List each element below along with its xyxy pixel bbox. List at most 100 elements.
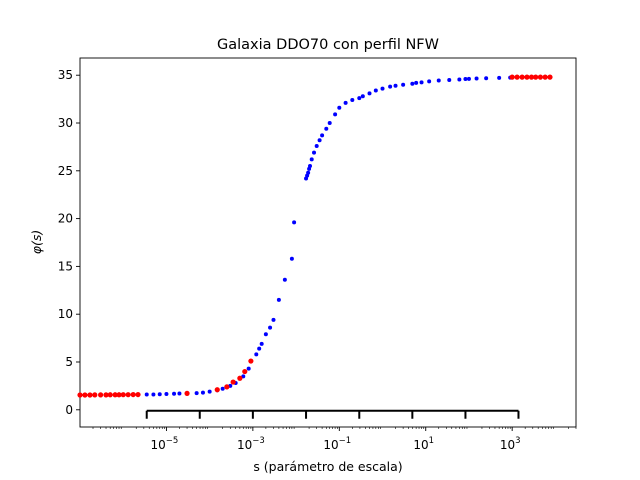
series-blue [144, 75, 513, 397]
data-point [259, 341, 264, 346]
x-axis: 10−5 10−3 10−1 101 103 [92, 427, 577, 452]
y-tick-label: 35 [58, 68, 73, 82]
data-point [103, 392, 109, 398]
data-point [230, 379, 236, 385]
data-point [542, 74, 548, 80]
data-point [214, 387, 220, 393]
data-point [457, 77, 462, 82]
y-tick-label: 5 [65, 355, 73, 369]
data-point [289, 256, 294, 261]
data-point [125, 392, 131, 398]
data-point [436, 78, 441, 83]
data-point [151, 392, 156, 397]
data-point [410, 81, 415, 86]
data-point [246, 366, 251, 371]
data-point [177, 391, 182, 396]
data-point [367, 91, 372, 96]
data-point [157, 392, 162, 397]
data-point [509, 74, 515, 80]
data-point [87, 392, 93, 398]
data-point [497, 75, 502, 80]
data-point [306, 170, 311, 175]
data-point [144, 392, 149, 397]
data-point [463, 77, 468, 82]
y-axis-label: φ(s) [29, 230, 44, 255]
data-point [320, 133, 325, 138]
data-point [263, 332, 268, 337]
data-point [207, 389, 212, 394]
data-point [254, 352, 259, 357]
data-point [194, 391, 199, 396]
data-point [184, 390, 190, 396]
data-point [257, 346, 262, 351]
data-point [401, 82, 406, 87]
data-point [130, 391, 136, 398]
data-point [380, 86, 385, 91]
data-point [268, 325, 273, 330]
data-point [519, 74, 525, 80]
data-point [547, 74, 553, 80]
data-point [419, 80, 424, 85]
data-point [224, 384, 230, 390]
data-point [414, 80, 419, 85]
data-point [309, 157, 314, 162]
x-tick-label: 10−1 [323, 436, 351, 452]
y-tick-label: 10 [58, 307, 73, 321]
data-point [427, 79, 432, 84]
data-point [312, 150, 317, 155]
data-point [98, 392, 104, 398]
data-point [77, 392, 83, 398]
data-point [360, 94, 365, 99]
data-point [282, 277, 287, 282]
series-red [77, 74, 553, 398]
data-point [120, 392, 126, 398]
data-point [337, 105, 342, 110]
x-tick-label: 10−5 [151, 436, 179, 452]
data-point [343, 100, 348, 105]
data-point [533, 74, 539, 80]
data-point [237, 375, 243, 381]
y-axis: 0 5 10 15 20 25 30 35 [58, 68, 80, 417]
data-point [172, 391, 177, 396]
data-point [242, 368, 248, 375]
x-tick-label: 10−3 [237, 436, 265, 452]
data-point [200, 390, 205, 395]
data-point [112, 392, 118, 398]
data-point [333, 112, 338, 117]
data-point [292, 220, 297, 225]
data-point [327, 121, 332, 126]
y-tick-label: 15 [58, 259, 73, 273]
data-point [524, 74, 530, 80]
x-tick-label: 103 [500, 436, 521, 452]
data-point [220, 386, 225, 391]
data-point [537, 74, 543, 80]
y-tick-label: 20 [58, 212, 73, 226]
data-point [393, 83, 398, 88]
data-point [308, 164, 313, 169]
data-point [357, 96, 362, 101]
data-point [447, 77, 452, 82]
plot-area [77, 57, 577, 428]
data-point [116, 392, 122, 398]
data-point [474, 76, 479, 81]
data-point [248, 358, 254, 364]
data-point [135, 391, 141, 398]
data-point [92, 392, 98, 398]
data-point [107, 392, 113, 398]
data-point [466, 76, 471, 81]
data-point [271, 317, 276, 322]
data-point [324, 126, 329, 131]
data-point [314, 143, 319, 148]
data-point [276, 297, 281, 302]
bracket [145, 409, 520, 419]
data-point [484, 76, 489, 81]
data-point [528, 74, 535, 80]
data-point [164, 392, 169, 397]
x-tick-label: 101 [413, 436, 434, 452]
y-tick-label: 0 [65, 403, 73, 417]
data-point [388, 84, 393, 89]
data-point [82, 392, 88, 398]
y-tick-label: 30 [58, 116, 73, 130]
x-axis-label: s (parámetro de escala) [253, 459, 402, 474]
